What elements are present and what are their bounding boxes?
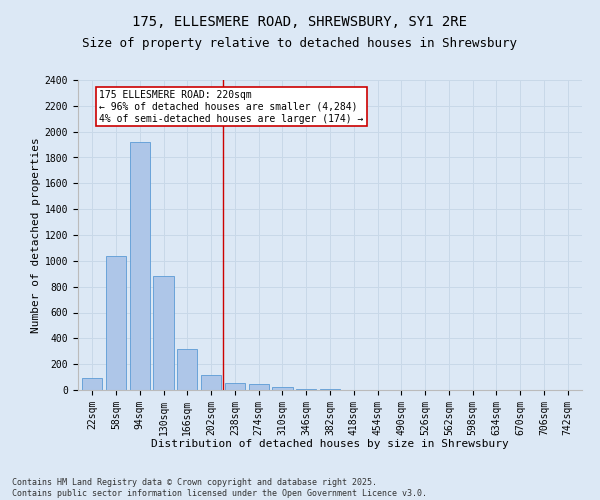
Bar xyxy=(130,142,150,390)
Bar xyxy=(201,375,221,390)
Bar xyxy=(177,350,197,390)
Bar xyxy=(154,276,173,390)
Text: Contains HM Land Registry data © Crown copyright and database right 2025.
Contai: Contains HM Land Registry data © Crown c… xyxy=(12,478,427,498)
Bar xyxy=(82,378,103,390)
Bar xyxy=(248,384,269,390)
Bar xyxy=(106,256,126,390)
X-axis label: Distribution of detached houses by size in Shrewsbury: Distribution of detached houses by size … xyxy=(151,439,509,449)
Y-axis label: Number of detached properties: Number of detached properties xyxy=(31,137,41,333)
Bar xyxy=(272,388,293,390)
Text: 175, ELLESMERE ROAD, SHREWSBURY, SY1 2RE: 175, ELLESMERE ROAD, SHREWSBURY, SY1 2RE xyxy=(133,15,467,29)
Text: Size of property relative to detached houses in Shrewsbury: Size of property relative to detached ho… xyxy=(83,38,517,51)
Bar xyxy=(225,383,245,390)
Text: 175 ELLESMERE ROAD: 220sqm
← 96% of detached houses are smaller (4,284)
4% of se: 175 ELLESMERE ROAD: 220sqm ← 96% of deta… xyxy=(100,90,364,124)
Bar xyxy=(296,388,316,390)
